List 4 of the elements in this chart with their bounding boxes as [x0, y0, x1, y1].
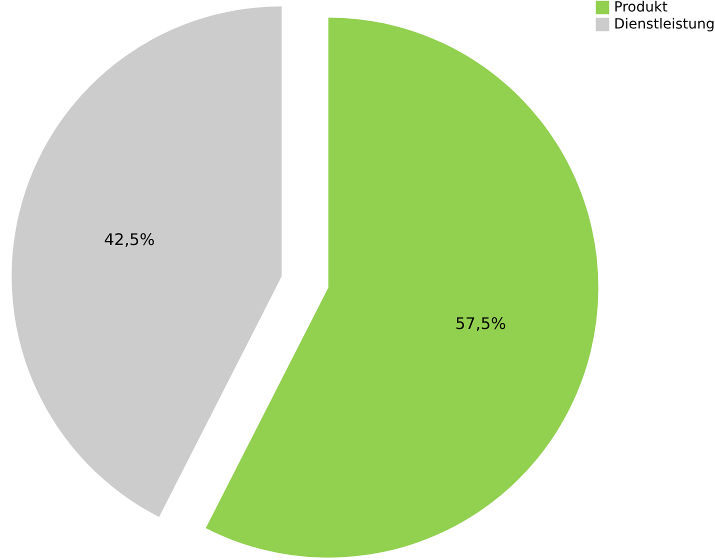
legend-label: Dienstleistung [614, 16, 715, 32]
data-label: 42,5% [104, 230, 155, 249]
legend-label: Produkt [614, 0, 668, 16]
data-label: 57,5% [455, 314, 506, 334]
